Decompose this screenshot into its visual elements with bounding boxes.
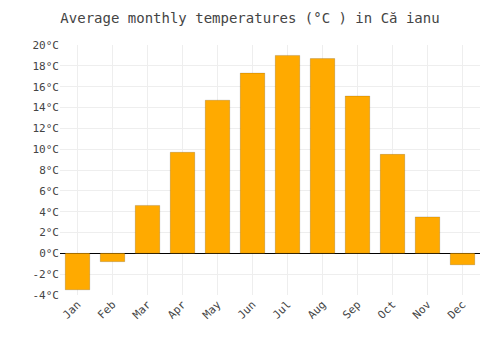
svg-text:-4°C: -4°C [33,289,60,302]
svg-text:Dec: Dec [445,298,468,321]
svg-text:6°C: 6°C [39,185,59,198]
svg-text:18°C: 18°C [33,60,60,73]
svg-text:May: May [200,298,224,322]
svg-text:Jul: Jul [270,298,293,321]
svg-text:Jun: Jun [235,298,258,321]
svg-text:Apr: Apr [165,298,189,322]
svg-text:8°C: 8°C [39,164,59,177]
svg-text:12°C: 12°C [33,122,60,135]
svg-text:Aug: Aug [305,298,328,321]
svg-text:10°C: 10°C [33,143,60,156]
svg-text:4°C: 4°C [39,206,59,219]
svg-text:14°C: 14°C [33,101,60,114]
svg-text:Oct: Oct [375,298,398,321]
svg-text:20°C: 20°C [33,39,60,52]
svg-text:2°C: 2°C [39,226,59,239]
svg-text:Feb: Feb [95,298,118,321]
svg-text:0°C: 0°C [39,247,59,260]
svg-text:-2°C: -2°C [33,268,60,281]
svg-text:Jan: Jan [60,298,83,321]
svg-text:Sep: Sep [340,298,363,321]
svg-text:Mar: Mar [130,298,154,322]
svg-text:16°C: 16°C [33,81,60,94]
svg-text:Nov: Nov [410,298,434,322]
svg-text:Average monthly temperatures (: Average monthly temperatures (°C ) in Că… [60,10,439,26]
